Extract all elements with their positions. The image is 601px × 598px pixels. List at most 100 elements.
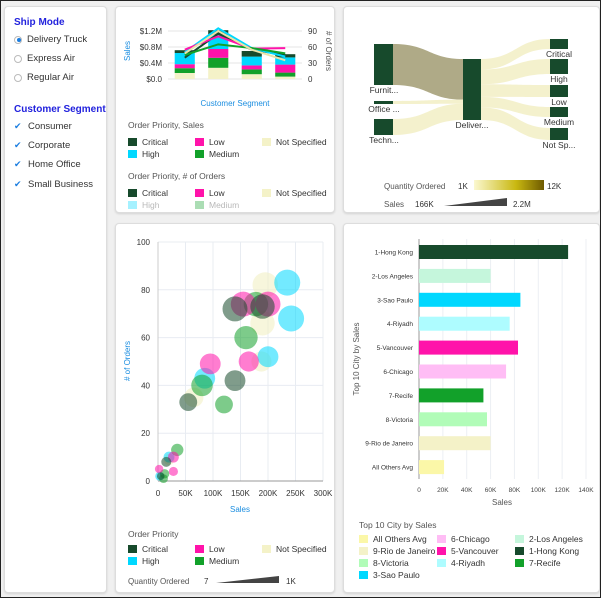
size-legend-min: 7: [204, 577, 209, 586]
sankey-node: [550, 59, 568, 74]
bar-consumer-high: [174, 53, 195, 65]
bar-small-business-high: [275, 57, 296, 65]
legend-item-5-vancouver[interactable]: 5-Vancouver: [437, 546, 499, 556]
bubble-high: [257, 346, 279, 368]
checkbox-small-business[interactable]: ✔ Small Business: [14, 179, 93, 190]
option-label: Delivery Truck: [27, 34, 88, 45]
sankey-link-office: [393, 99, 463, 104]
bubble-critical: [224, 370, 246, 392]
legend-item-low[interactable]: Low: [195, 544, 225, 554]
legend-item-3-sao-paulo[interactable]: 3-Sao Paulo: [359, 570, 420, 580]
category-label: All Others Avg: [372, 465, 413, 472]
bubble-low: [199, 353, 221, 375]
bubble-low: [238, 351, 259, 372]
radio-regular-air[interactable]: Regular Air: [14, 72, 74, 83]
sankey-node-label: High: [550, 74, 568, 84]
sankey-node-label: Office ...: [368, 104, 400, 114]
checkbox-consumer[interactable]: ✔ Consumer: [14, 121, 72, 132]
legend-swatch: [359, 571, 368, 579]
sankey-link-techn: [393, 103, 463, 135]
legend-item-high[interactable]: High: [128, 200, 159, 210]
radio-icon: [14, 54, 22, 63]
checkbox-home-office[interactable]: ✔ Home Office: [14, 159, 81, 170]
x-tick-label: 0: [156, 489, 161, 498]
y-tick-label: $0.4M: [140, 59, 163, 68]
legend-label: 9-Rio de Janeiro: [373, 546, 436, 556]
sankey-panel: Furnit... Office ... Techn... Deliver... Cri…: [343, 6, 600, 213]
legend-item-critical[interactable]: Critical: [128, 544, 168, 554]
radio-express-air[interactable]: Express Air: [14, 53, 75, 64]
x-tick-label: 60K: [485, 487, 497, 494]
category-label: 3-Sao Paulo: [377, 297, 413, 304]
checkbox-corporate[interactable]: ✔ Corporate: [14, 140, 70, 151]
legend-swatch: [359, 559, 368, 567]
bar-home-office-low: [241, 65, 262, 70]
x-tick-label: 40K: [461, 487, 473, 494]
legend-label: Critical: [142, 544, 168, 554]
radio-delivery-truck[interactable]: Delivery Truck: [14, 34, 87, 45]
sankey-link-not-sp: [481, 107, 550, 140]
legend-item-8-victoria[interactable]: 8-Victoria: [359, 558, 409, 568]
y-tick-label: 100: [137, 238, 151, 247]
bar-home-office-medium: [241, 69, 262, 75]
legend-swatch: [515, 535, 524, 543]
legend-item-6-chicago[interactable]: 6-Chicago: [437, 534, 490, 544]
x-tick-label: 200K: [259, 489, 278, 498]
y-tick-label: 60: [141, 334, 150, 343]
bubble-medium: [191, 374, 213, 397]
legend-item-9-rio-de-janeiro[interactable]: 9-Rio de Janeiro: [359, 546, 435, 556]
checkmark-icon: ✔: [14, 159, 22, 169]
legend-swatch: [128, 150, 137, 158]
size-legend-max: 2.2M: [513, 200, 531, 209]
bubble-low: [168, 466, 178, 477]
bar-8-victoria: [419, 412, 487, 427]
bubble-medium: [234, 325, 258, 350]
legend-item-4-riyadh[interactable]: 4-Riyadh: [437, 558, 485, 568]
legend-item-critical[interactable]: Critical: [128, 188, 168, 198]
legend-swatch: [195, 557, 204, 565]
size-legend-title: Sales: [384, 200, 404, 209]
bar-consumer-low: [174, 64, 195, 69]
legend-item-2-los-angeles[interactable]: 2-Los Angeles: [515, 534, 583, 544]
size-legend-title: Quantity Ordered: [128, 577, 189, 586]
y-tick-label: $1.2M: [140, 27, 163, 36]
legend-item-not-specified[interactable]: Not Specified: [262, 188, 327, 198]
x-tick-label: 100K: [204, 489, 223, 498]
legend-swatch: [195, 138, 204, 146]
legend-label: 2-Los Angeles: [529, 534, 583, 544]
x-tick-label: 300K: [314, 489, 333, 498]
legend-item-high[interactable]: High: [128, 556, 159, 566]
legend-item-low[interactable]: Low: [195, 137, 225, 147]
legend-item-critical[interactable]: Critical: [128, 137, 168, 147]
legend-item-1-hong-kong[interactable]: 1-Hong Kong: [515, 546, 579, 556]
sankey-node: [374, 44, 393, 85]
legend-swatch: [515, 547, 524, 555]
legend-item-all-others-avg[interactable]: All Others Avg: [359, 534, 427, 544]
x-tick-label: 0: [417, 487, 421, 494]
bar-3-sao-paulo: [419, 292, 521, 307]
y-axis-label: Top 10 City by Sales: [352, 323, 361, 396]
legend-item-medium[interactable]: Medium: [195, 149, 239, 159]
option-label: Express Air: [27, 53, 76, 64]
x-tick-label: 50K: [178, 489, 193, 498]
sankey-link-medium: [481, 96, 550, 117]
legend-swatch: [437, 547, 446, 555]
legend-item-not-specified[interactable]: Not Specified: [262, 544, 327, 554]
sankey-node: [550, 85, 568, 97]
legend-item-high[interactable]: High: [128, 149, 159, 159]
legend-item-medium[interactable]: Medium: [195, 200, 239, 210]
category-label: 4-Riyadh: [387, 321, 413, 328]
category-label: 8-Victoria: [386, 417, 414, 424]
bar-all-others-avg: [419, 460, 445, 475]
category-label: 1-Hong Kong: [375, 250, 414, 257]
legend-item-medium[interactable]: Medium: [195, 556, 239, 566]
legend-label: Low: [209, 188, 225, 198]
legend-item-7-recife[interactable]: 7-Recife: [515, 558, 561, 568]
option-label: Small Business: [28, 179, 93, 190]
legend-item-low[interactable]: Low: [195, 188, 225, 198]
legend-item-not-specified[interactable]: Not Specified: [262, 137, 327, 147]
legend-label: Critical: [142, 188, 168, 198]
bar-small-business-low: [275, 64, 296, 73]
x-axis-label: Sales: [230, 505, 250, 514]
